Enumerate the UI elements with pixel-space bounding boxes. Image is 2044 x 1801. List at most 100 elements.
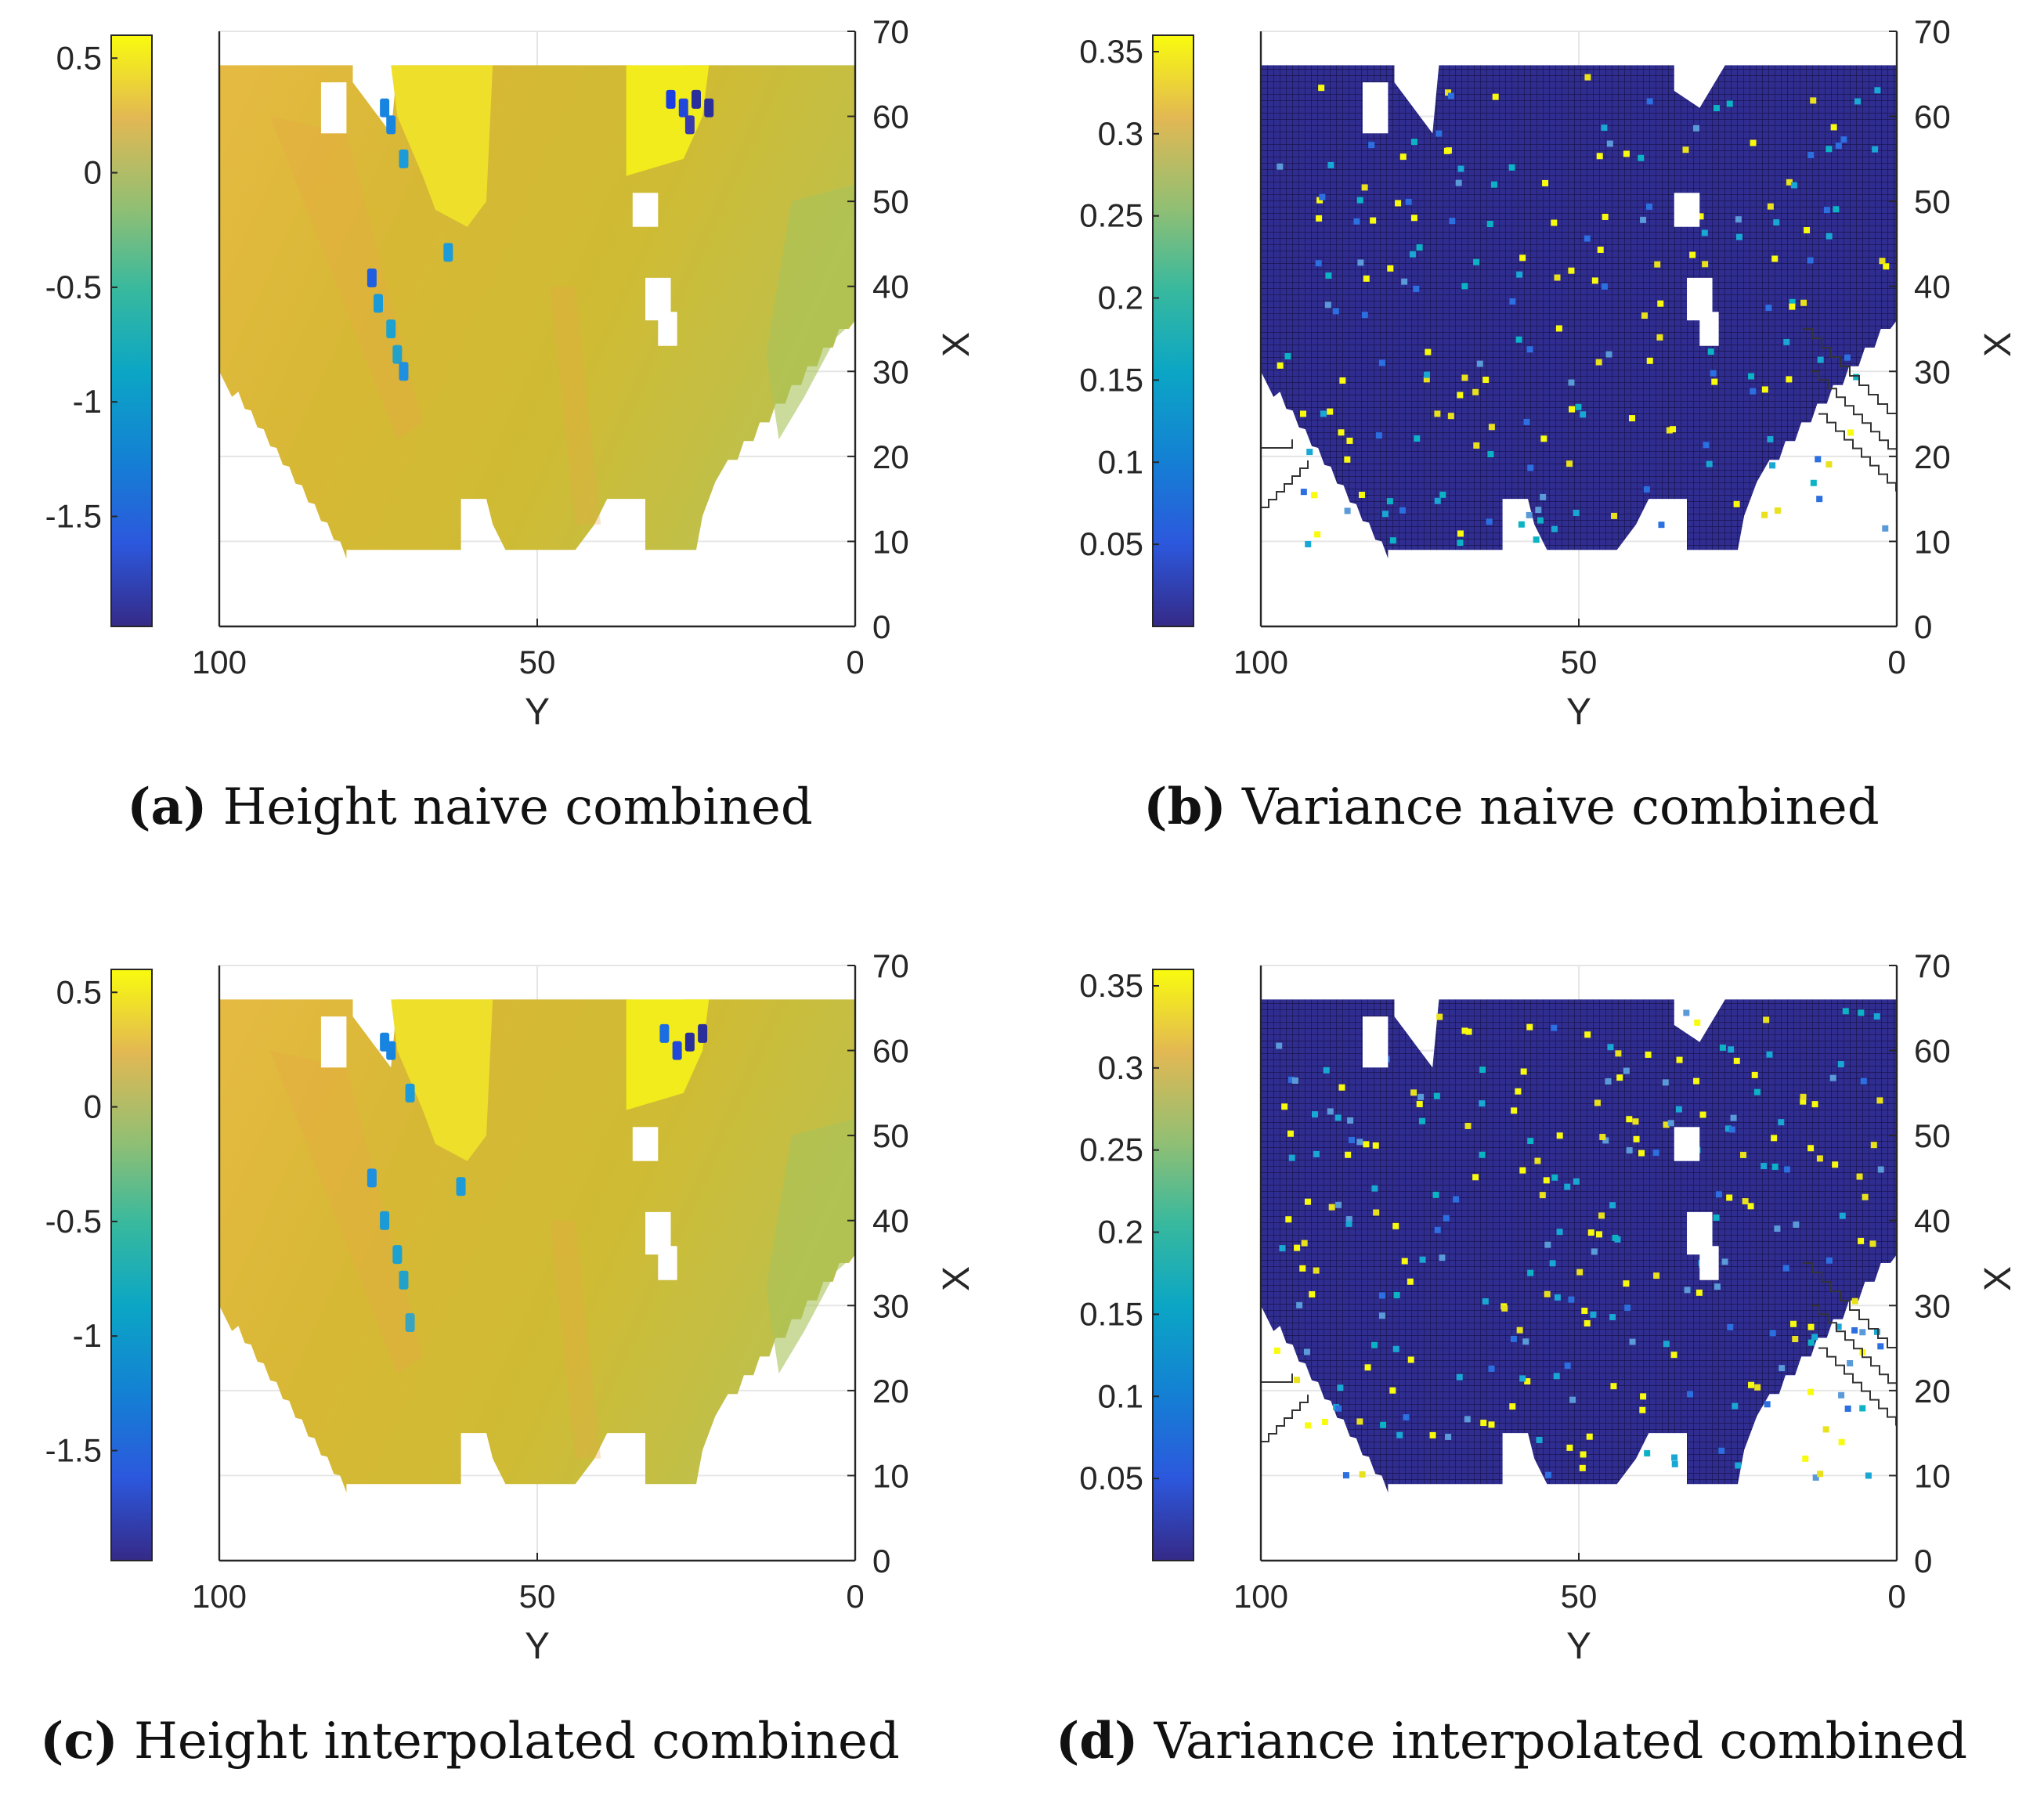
variance-cell [1879,258,1886,265]
opening-hole [1362,82,1389,134]
variance-cell [1424,371,1431,378]
colorbar-tick-label: -0.5 [45,1203,102,1240]
variance-cell [1602,213,1609,220]
variance-cell [1294,1377,1301,1384]
variance-cell [1779,1365,1786,1372]
y-axis-label: X [936,332,977,357]
variance-cell [1774,1225,1781,1233]
colorbar-tick-label: -1.5 [45,1432,102,1469]
y-axis-label: X [936,1266,977,1291]
variance-cell [1877,1166,1884,1173]
variance-cell [1445,147,1452,154]
variance-cell [1508,164,1515,171]
variance-cell [1742,1198,1749,1205]
variance-cell [1862,1193,1869,1200]
panel-caption: (b) Variance naive combined [1143,778,1879,836]
variance-cell [1597,246,1604,253]
variance-cell [1732,1402,1739,1409]
variance-cell [1873,1328,1880,1335]
variance-cell [1623,150,1630,157]
variance-cell [1416,244,1423,251]
colorbar-tick-label: -0.5 [45,269,102,305]
variance-cell [1830,124,1837,131]
variance-cell [1435,130,1443,137]
low-point-marker [386,115,396,135]
variance-cell [1423,376,1430,383]
variance-cell [1399,507,1406,514]
variance-cell [1434,1226,1441,1233]
variance-cell [1321,1418,1328,1425]
opening-hole [320,1016,347,1068]
variance-cell [1594,1099,1601,1106]
variance-cell [1769,1330,1776,1337]
variance-cell [1318,85,1325,92]
variance-cell [1539,1192,1546,1199]
variance-cell [1296,1301,1303,1308]
variance-cell [1652,1150,1659,1157]
contour-line [1811,370,1898,458]
variance-cell [1543,1177,1550,1184]
y-tick-label: 50 [1914,183,1951,220]
variance-cell [1793,1221,1800,1228]
variance-cell [1486,518,1493,525]
variance-cell [1522,1338,1529,1345]
opening-hole [1674,193,1700,227]
variance-cell [1378,1312,1385,1319]
variance-cell [1807,151,1815,158]
panel-a: 0.5 0 -0.5 -1 -1.5 100 50 0 Y 0 10 20 30 40 50 60 70 X (a)… [45,13,977,836]
variance-cell [1767,203,1774,210]
variance-cell [1315,260,1322,267]
variance-cell [1833,206,1840,213]
low-point-marker [367,268,377,287]
variance-cell [1520,1068,1527,1075]
variance-cell [1449,218,1456,225]
y-tick-label: 70 [1914,13,1951,50]
variance-cell [1748,373,1755,380]
variance-cell [1626,1147,1633,1154]
variance-cell [1381,511,1389,518]
caption-text: Height naive combined [207,778,813,836]
variance-cell [1847,429,1854,436]
variance-cell [1718,1447,1725,1454]
panel-c: 0.5 0 -0.5 -1 -1.5 100 50 0 Y 0 10 20 30 40 50 60 70 X (c)… [40,947,977,1770]
variance-cell [1410,215,1417,222]
variance-cell [1711,378,1718,385]
variance-cell [1405,198,1412,205]
caption-label: (a) [127,778,207,836]
variance-cell [1361,184,1368,191]
variance-cell [1766,1051,1773,1058]
variance-cell [1569,406,1576,413]
variance-cell [1826,146,1833,153]
variance-cell [1436,1013,1443,1020]
variance-cell [1609,1314,1616,1321]
variance-cell [1375,432,1382,439]
variance-cell [1327,408,1334,415]
variance-cell [1445,89,1452,96]
variance-cell [1389,537,1396,544]
y-tick-label: 10 [872,1457,909,1494]
variance-cell [1509,298,1516,305]
variance-cell [1838,1438,1845,1445]
colorbar-tick-label: -1.5 [45,498,102,535]
low-point-marker [692,89,701,109]
variance-cell [1646,357,1653,364]
opening-hole [1699,1246,1719,1280]
variance-cell [1487,451,1494,458]
variance-cell [1804,226,1811,233]
colorbar-tick-label: 0.2 [1098,1214,1143,1251]
variance-cell [1815,456,1822,463]
low-point-marker [684,1032,695,1052]
y-tick-label: 20 [1914,1373,1951,1409]
panel-d: 0.35 0.3 0.25 0.2 0.15 0.1 0.05 100 50 0 Y 0 10 20 30 4… [1056,947,2019,1770]
variance-cell [1407,1356,1414,1363]
variance-cell [1273,1347,1280,1354]
opening-hole [320,82,347,134]
ridge-region [550,286,601,525]
variance-cell [1363,275,1370,282]
variance-cell [1393,1291,1400,1298]
variance-cell [1694,1019,1701,1026]
variance-cell [1346,437,1353,444]
variance-cell [1598,1212,1605,1219]
x-axis-label: Y [525,1626,550,1667]
